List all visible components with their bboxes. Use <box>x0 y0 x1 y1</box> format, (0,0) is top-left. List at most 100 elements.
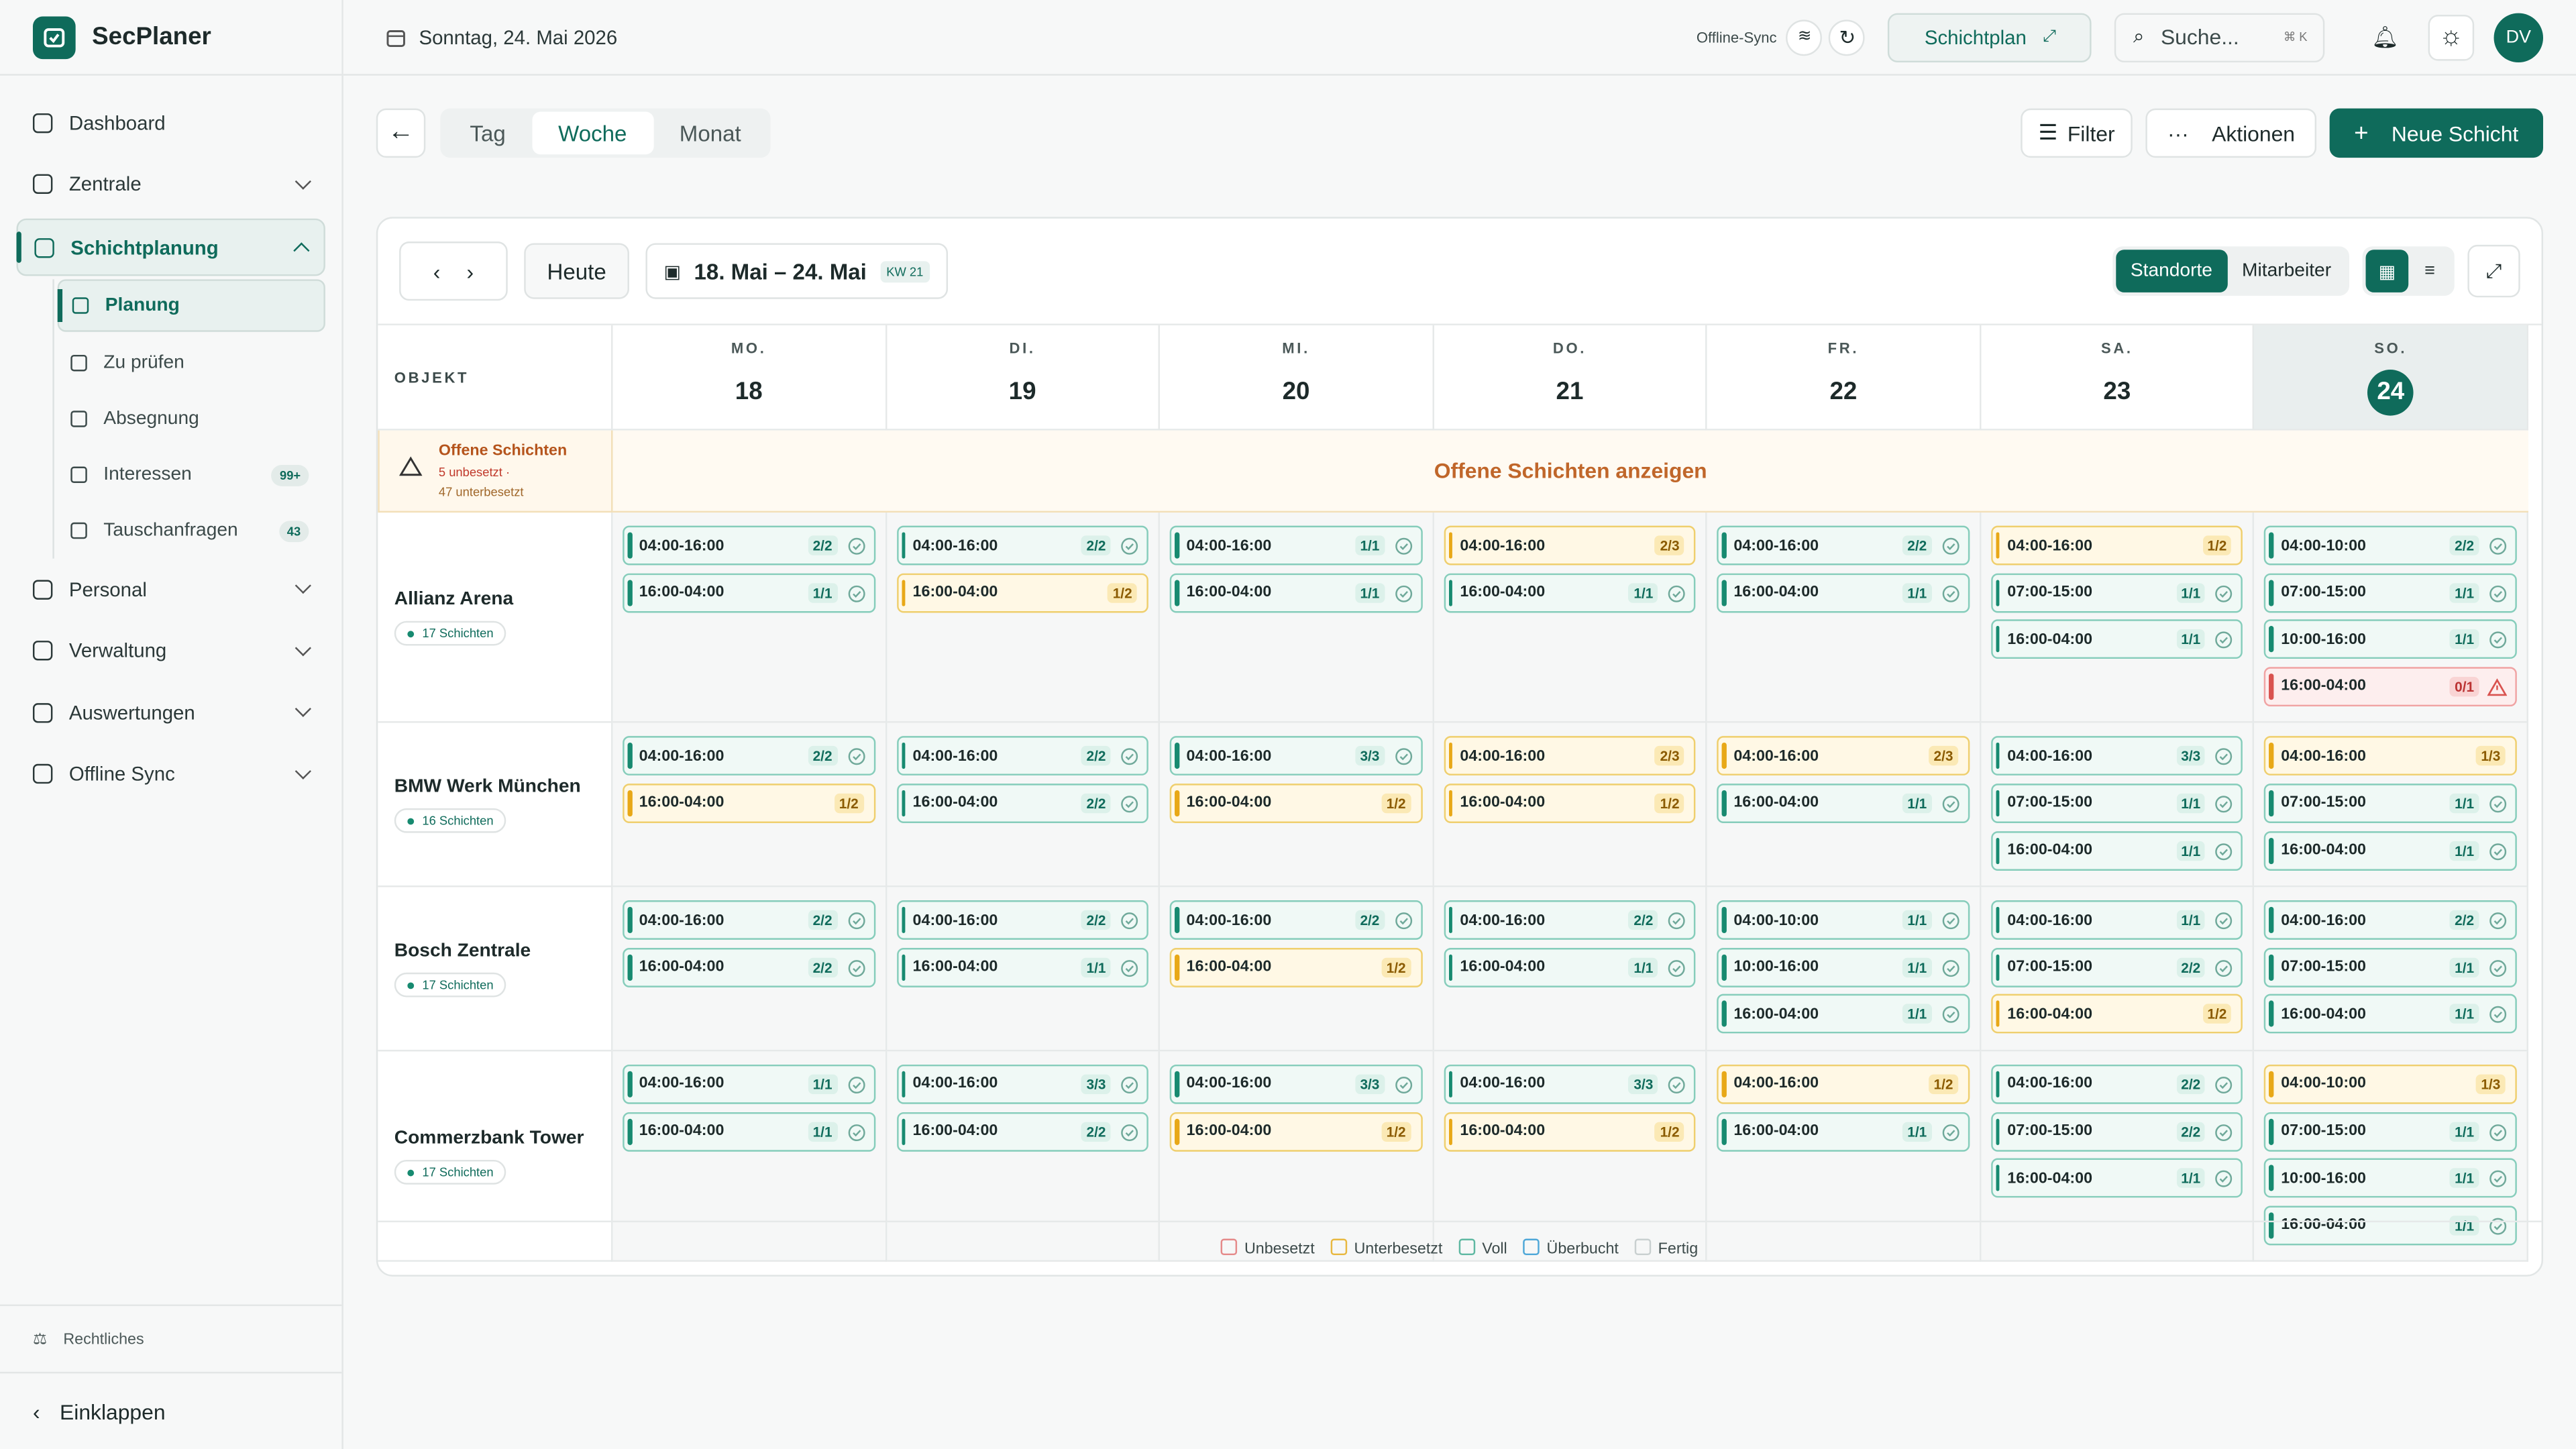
shift[interactable]: 16:00-04:00 2/2 <box>896 1111 1149 1151</box>
shift[interactable]: 04:00-16:00 2/2 <box>896 900 1149 941</box>
shift[interactable]: 16:00-04:00 1/2 <box>1170 784 1423 823</box>
sync-button[interactable]: ↻ <box>1829 19 1866 56</box>
shift[interactable]: 16:00-04:00 1/2 <box>1990 994 2243 1034</box>
nav-item[interactable]: Verwaltung <box>16 620 325 682</box>
subnav-item[interactable]: Absegnung <box>58 391 325 447</box>
theme-button[interactable]: ☼ <box>2428 13 2475 60</box>
shift[interactable]: 16:00-04:00 1/1 <box>623 1111 875 1151</box>
shift[interactable]: 04:00-16:00 3/3 <box>1443 1064 1697 1104</box>
shift[interactable]: 04:00-16:00 2/2 <box>623 737 875 776</box>
shift[interactable]: 07:00-15:00 1/1 <box>2264 947 2517 987</box>
shift[interactable]: 10:00-16:00 1/1 <box>2264 619 2517 659</box>
shift[interactable]: 07:00-15:00 2/2 <box>1990 1111 2243 1151</box>
shift[interactable]: 16:00-04:00 1/1 <box>2264 994 2517 1034</box>
subnav-item[interactable]: Interessen 99+ <box>58 447 325 502</box>
shift[interactable]: 04:00-16:00 1/1 <box>1990 900 2243 941</box>
shift[interactable]: 16:00-04:00 1/1 <box>2264 1205 2517 1245</box>
shift[interactable]: 04:00-10:00 1/3 <box>2264 1064 2517 1104</box>
shift[interactable]: 16:00-04:00 1/1 <box>1717 572 1970 612</box>
shift[interactable]: 04:00-16:00 2/2 <box>623 900 875 941</box>
shift[interactable]: 04:00-16:00 2/3 <box>1717 737 1970 776</box>
shift[interactable]: 04:00-16:00 2/2 <box>1170 900 1423 941</box>
shift[interactable]: 16:00-04:00 1/2 <box>1170 947 1423 987</box>
shift[interactable]: 04:00-16:00 3/3 <box>1170 1064 1423 1104</box>
shift[interactable]: 04:00-16:00 1/2 <box>1990 525 2243 566</box>
shift[interactable]: 07:00-15:00 1/1 <box>2264 784 2517 823</box>
shift[interactable]: 07:00-15:00 1/1 <box>2264 572 2517 612</box>
shift[interactable]: 16:00-04:00 1/1 <box>1443 572 1697 612</box>
new-shift-button[interactable]: + Neue Schicht <box>2329 108 2544 158</box>
shift[interactable]: 16:00-04:00 2/2 <box>896 784 1149 823</box>
nav-item[interactable]: Personal <box>16 559 325 621</box>
shift[interactable]: 07:00-15:00 1/1 <box>2264 1111 2517 1151</box>
shift[interactable]: 16:00-04:00 1/1 <box>1170 572 1423 612</box>
shift[interactable]: 04:00-16:00 1/3 <box>2264 737 2517 776</box>
filter-button[interactable]: ☰ Filter <box>2020 108 2133 158</box>
shift[interactable]: 04:00-16:00 2/2 <box>896 525 1149 566</box>
shift[interactable]: 04:00-10:00 2/2 <box>2264 525 2517 566</box>
shift[interactable]: 04:00-16:00 2/2 <box>1443 900 1697 941</box>
avatar[interactable]: DV <box>2493 12 2544 62</box>
range-picker[interactable]: ▣ 18. Mai – 24. Mai KW 21 <box>645 243 949 299</box>
collapse-button[interactable]: ‹ Einklappen <box>0 1371 342 1449</box>
nav-item[interactable]: Offline Sync <box>16 743 325 805</box>
expand-button[interactable]: ⤢ <box>2467 244 2520 298</box>
subnav-item[interactable]: Planung <box>57 279 325 332</box>
shift[interactable]: 10:00-16:00 1/1 <box>2264 1158 2517 1198</box>
shift[interactable]: 16:00-04:00 1/1 <box>1990 619 2243 659</box>
list-view[interactable]: ≡ <box>2424 261 2435 281</box>
wifi-button[interactable]: ≋ <box>1786 19 1823 56</box>
view-button[interactable]: Schichtplan ⤢ <box>1888 12 2092 62</box>
shift[interactable]: 16:00-04:00 1/1 <box>1990 830 2243 870</box>
tab[interactable]: Monat <box>679 121 741 146</box>
shift[interactable]: 16:00-04:00 1/2 <box>1443 784 1697 823</box>
open-shifts-link[interactable]: Offene Schichten anzeigen <box>612 430 2528 513</box>
shift[interactable]: 10:00-16:00 1/1 <box>1717 947 1970 987</box>
shift[interactable]: 16:00-04:00 1/1 <box>1443 947 1697 987</box>
view-option[interactable]: Standorte <box>2115 250 2228 292</box>
shift[interactable]: 16:00-04:00 2/2 <box>623 947 875 987</box>
shift[interactable]: 16:00-04:00 1/1 <box>1990 1158 2243 1198</box>
subnav-item[interactable]: Tauschanfragen 43 <box>58 502 325 558</box>
shift[interactable]: 04:00-16:00 2/2 <box>1717 525 1970 566</box>
nav-item[interactable]: Auswertungen <box>16 682 325 743</box>
shift[interactable]: 16:00-04:00 1/1 <box>1717 1111 1970 1151</box>
today-button[interactable]: Heute <box>524 243 630 299</box>
shift[interactable]: 07:00-15:00 1/1 <box>1990 572 2243 612</box>
grid-view[interactable]: ▦ <box>2365 250 2409 292</box>
shift[interactable]: 04:00-16:00 1/1 <box>623 1064 875 1104</box>
legal-link[interactable]: ⚖ Rechtliches <box>0 1304 342 1371</box>
shift[interactable]: 04:00-16:00 3/3 <box>896 1064 1149 1104</box>
tab[interactable]: Tag <box>470 121 506 146</box>
shift[interactable]: 04:00-16:00 2/2 <box>623 525 875 566</box>
nav-item[interactable]: Schichtplanung <box>16 218 325 276</box>
shift[interactable]: 04:00-16:00 3/3 <box>1990 737 2243 776</box>
shift[interactable]: 16:00-04:00 0/1 <box>2264 666 2517 706</box>
shift[interactable]: 04:00-16:00 1/1 <box>1170 525 1423 566</box>
shift[interactable]: 04:00-16:00 3/3 <box>1170 737 1423 776</box>
subnav-item[interactable]: Zu prüfen <box>58 335 325 391</box>
shift[interactable]: 04:00-16:00 2/2 <box>896 737 1149 776</box>
shift[interactable]: 07:00-15:00 2/2 <box>1990 947 2243 987</box>
shift[interactable]: 04:00-16:00 2/3 <box>1443 737 1697 776</box>
shift[interactable]: 04:00-16:00 2/3 <box>1443 525 1697 566</box>
notifications[interactable]: 🔔︎ <box>2371 23 2399 49</box>
shift[interactable]: 16:00-04:00 1/2 <box>1443 1111 1697 1151</box>
week-nav[interactable]: ‹ › <box>399 241 508 301</box>
shift[interactable]: 16:00-04:00 1/1 <box>623 572 875 612</box>
search[interactable]: ⌕ Suche... ⌘ K <box>2115 12 2326 62</box>
shift[interactable]: 16:00-04:00 1/2 <box>1170 1111 1423 1151</box>
shift[interactable]: 16:00-04:00 1/1 <box>2264 830 2517 870</box>
view-option[interactable]: Mitarbeiter <box>2242 261 2332 281</box>
shift[interactable]: 16:00-04:00 1/1 <box>896 947 1149 987</box>
nav-item[interactable]: Zentrale <box>16 154 325 215</box>
shift[interactable]: 16:00-04:00 1/1 <box>1717 994 1970 1034</box>
shift[interactable]: 07:00-15:00 1/1 <box>1990 784 2243 823</box>
shift[interactable]: 16:00-04:00 1/2 <box>623 784 875 823</box>
nav-item[interactable]: Dashboard <box>16 92 325 154</box>
actions-button[interactable]: ··· Aktionen <box>2146 108 2316 158</box>
tab[interactable]: Woche <box>531 111 653 155</box>
shift[interactable]: 16:00-04:00 1/2 <box>896 572 1149 612</box>
shift[interactable]: 04:00-16:00 2/2 <box>1990 1064 2243 1104</box>
shift[interactable]: 04:00-10:00 1/1 <box>1717 900 1970 941</box>
